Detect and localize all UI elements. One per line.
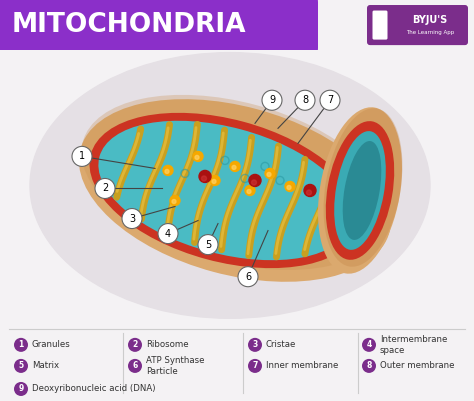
Circle shape <box>249 174 261 186</box>
Text: ATP Synthase
Particle: ATP Synthase Particle <box>146 356 204 376</box>
Ellipse shape <box>334 131 386 250</box>
Circle shape <box>193 152 203 162</box>
Circle shape <box>362 338 376 352</box>
Circle shape <box>248 359 262 373</box>
Text: 3: 3 <box>252 340 258 349</box>
Text: BYJU'S: BYJU'S <box>412 15 447 25</box>
Text: 4: 4 <box>366 340 372 349</box>
Circle shape <box>212 180 216 184</box>
Text: Intermembrane
space: Intermembrane space <box>380 335 447 355</box>
Circle shape <box>201 176 207 181</box>
Text: 5: 5 <box>18 361 24 371</box>
Text: Ribosome: Ribosome <box>146 340 189 349</box>
Ellipse shape <box>326 121 394 260</box>
Circle shape <box>14 382 28 396</box>
Circle shape <box>95 178 115 198</box>
Text: 6: 6 <box>245 272 251 282</box>
Circle shape <box>14 338 28 352</box>
FancyBboxPatch shape <box>367 5 468 45</box>
Circle shape <box>265 168 275 178</box>
FancyBboxPatch shape <box>373 10 388 40</box>
Circle shape <box>362 359 376 373</box>
Circle shape <box>195 156 199 160</box>
Text: 8: 8 <box>366 361 372 371</box>
Circle shape <box>267 172 271 176</box>
Circle shape <box>247 190 251 194</box>
Circle shape <box>163 166 173 176</box>
Circle shape <box>210 176 220 186</box>
Text: 3: 3 <box>129 214 135 223</box>
Circle shape <box>230 162 240 172</box>
Text: The Learning App: The Learning App <box>406 30 454 34</box>
Circle shape <box>128 359 142 373</box>
Ellipse shape <box>318 107 402 274</box>
Circle shape <box>165 170 169 174</box>
Text: 2: 2 <box>132 340 137 349</box>
Ellipse shape <box>82 95 389 270</box>
Circle shape <box>172 200 176 204</box>
Circle shape <box>285 182 295 192</box>
Text: Inner membrane: Inner membrane <box>266 361 338 371</box>
Ellipse shape <box>324 108 402 267</box>
Circle shape <box>287 186 291 190</box>
Circle shape <box>307 190 311 195</box>
Text: 1: 1 <box>18 340 24 349</box>
Circle shape <box>248 338 262 352</box>
Text: 5: 5 <box>205 240 211 249</box>
Circle shape <box>252 180 256 185</box>
Circle shape <box>232 166 236 170</box>
Circle shape <box>199 170 211 182</box>
FancyBboxPatch shape <box>0 0 318 56</box>
Text: 9: 9 <box>269 95 275 105</box>
Circle shape <box>158 224 178 244</box>
Bar <box>0 2 20 48</box>
Text: 1: 1 <box>79 152 85 161</box>
Ellipse shape <box>90 113 361 268</box>
Text: Deoxyribonucleic acid (DNA): Deoxyribonucleic acid (DNA) <box>32 385 155 393</box>
Text: Matrix: Matrix <box>32 361 59 371</box>
Text: 9: 9 <box>18 385 24 393</box>
Text: Outer membrane: Outer membrane <box>380 361 455 371</box>
Text: 7: 7 <box>252 361 258 371</box>
Circle shape <box>72 146 92 166</box>
Text: 8: 8 <box>302 95 308 105</box>
Text: 7: 7 <box>327 95 333 105</box>
Ellipse shape <box>30 53 430 318</box>
Circle shape <box>304 184 316 196</box>
Circle shape <box>262 90 282 110</box>
Circle shape <box>245 186 255 196</box>
Circle shape <box>320 90 340 110</box>
Circle shape <box>198 235 218 255</box>
Text: MITOCHONDRIA: MITOCHONDRIA <box>12 12 246 38</box>
Ellipse shape <box>79 99 391 282</box>
Circle shape <box>122 209 142 229</box>
Circle shape <box>170 196 180 206</box>
Text: 2: 2 <box>102 184 108 193</box>
Circle shape <box>238 267 258 287</box>
Circle shape <box>295 90 315 110</box>
Text: Cristae: Cristae <box>266 340 296 349</box>
Circle shape <box>14 359 28 373</box>
Circle shape <box>128 338 142 352</box>
Text: Granules: Granules <box>32 340 71 349</box>
Ellipse shape <box>343 141 381 240</box>
Ellipse shape <box>99 121 352 260</box>
Text: 4: 4 <box>165 229 171 239</box>
Text: 6: 6 <box>132 361 137 371</box>
